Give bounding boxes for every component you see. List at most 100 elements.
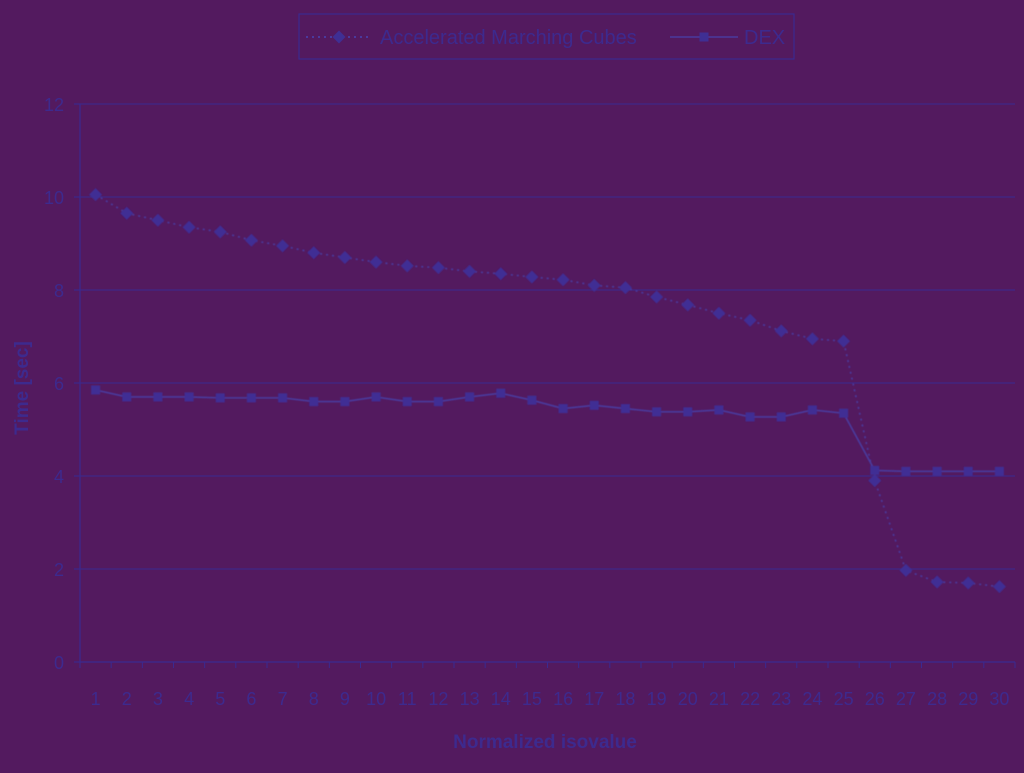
x-axis-title: Normalized isovalue <box>453 732 637 753</box>
data-point-diamond <box>369 255 383 269</box>
x-tick-label: 3 <box>153 689 163 709</box>
data-point-square <box>683 407 693 417</box>
data-point-diamond <box>89 188 103 202</box>
x-tick-label: 18 <box>615 689 635 709</box>
data-point-diamond <box>525 270 539 284</box>
y-tick-label: 8 <box>54 281 64 301</box>
x-tick-label: 27 <box>896 689 916 709</box>
data-point-diamond <box>681 298 695 312</box>
data-point-square <box>589 400 599 410</box>
x-tick-label: 13 <box>460 689 480 709</box>
data-point-square <box>371 392 381 402</box>
data-point-diamond <box>992 580 1006 594</box>
x-tick-label: 26 <box>865 689 885 709</box>
x-tick-label: 15 <box>522 689 542 709</box>
data-point-diamond <box>961 576 975 590</box>
data-point-diamond <box>151 213 165 227</box>
x-tick-label: 22 <box>740 689 760 709</box>
data-point-square <box>340 397 350 407</box>
data-point-square <box>433 397 443 407</box>
data-point-diamond <box>338 250 352 264</box>
data-point-square <box>309 397 319 407</box>
data-point-square <box>91 385 101 395</box>
data-point-diamond <box>868 474 882 488</box>
x-tick-label: 4 <box>184 689 194 709</box>
data-point-square <box>870 465 880 475</box>
data-point-square <box>994 466 1004 476</box>
data-point-square <box>246 393 256 403</box>
x-tick-label: 9 <box>340 689 350 709</box>
data-point-square <box>278 393 288 403</box>
data-point-square <box>558 404 568 414</box>
data-point-diamond <box>463 264 477 278</box>
x-tick-label: 10 <box>366 689 386 709</box>
data-point-square <box>839 408 849 418</box>
legend-box <box>298 13 795 60</box>
data-point-diamond <box>182 220 196 234</box>
data-point-square <box>745 412 755 422</box>
x-tick-label: 12 <box>428 689 448 709</box>
data-point-square <box>714 405 724 415</box>
x-tick-label: 8 <box>309 689 319 709</box>
data-point-diamond <box>213 225 227 239</box>
data-point-square <box>932 466 942 476</box>
y-axis-title: Time [sec] <box>12 341 33 435</box>
x-tick-label: 30 <box>989 689 1009 709</box>
x-tick-label: 2 <box>122 689 132 709</box>
series-layer <box>89 188 1006 594</box>
data-point-square <box>153 392 163 402</box>
x-tick-label: 20 <box>678 689 698 709</box>
data-point-diamond <box>837 334 851 348</box>
data-point-square <box>496 388 506 398</box>
data-point-square <box>465 392 475 402</box>
data-point-diamond <box>930 575 944 589</box>
data-point-square <box>901 466 911 476</box>
data-point-diamond <box>431 261 445 275</box>
x-tick-label: 21 <box>709 689 729 709</box>
data-point-diamond <box>244 233 258 247</box>
y-tick-label: 0 <box>54 653 64 673</box>
legend-marker-square <box>699 32 709 42</box>
legend-marker-diamond <box>332 30 346 44</box>
data-point-square <box>402 397 412 407</box>
x-tick-label: 29 <box>958 689 978 709</box>
x-tick-label: 25 <box>834 689 854 709</box>
x-tick-label: 1 <box>91 689 101 709</box>
data-point-diamond <box>400 259 414 273</box>
x-tick-label: 28 <box>927 689 947 709</box>
series-line-accelerated-marching-cubes <box>95 193 1000 588</box>
x-tick-label: 16 <box>553 689 573 709</box>
data-point-square <box>776 412 786 422</box>
x-tick-label: 17 <box>584 689 604 709</box>
y-tick-label: 2 <box>54 560 64 580</box>
legend-label-accelerated-marching-cubes: Accelerated Marching Cubes <box>380 27 637 49</box>
data-point-square <box>215 393 225 403</box>
data-point-diamond <box>120 206 134 220</box>
x-tick-label: 7 <box>278 689 288 709</box>
x-tick-label: 24 <box>802 689 822 709</box>
data-point-diamond <box>774 324 788 338</box>
data-point-diamond <box>587 278 601 292</box>
data-point-diamond <box>650 290 664 304</box>
data-point-diamond <box>494 267 508 281</box>
data-point-diamond <box>618 281 632 295</box>
data-point-diamond <box>307 246 321 260</box>
x-tick-label: 11 <box>398 689 417 709</box>
data-point-square <box>963 466 973 476</box>
data-point-square <box>620 404 630 414</box>
y-tick-label: 12 <box>44 95 64 115</box>
data-point-diamond <box>743 313 757 327</box>
legend-label-dex: DEX <box>744 27 785 49</box>
data-point-square <box>184 392 194 402</box>
y-tick-label: 10 <box>44 188 64 208</box>
x-tick-label: 5 <box>215 689 225 709</box>
y-tick-label: 6 <box>54 374 64 394</box>
x-tick-label: 19 <box>647 689 667 709</box>
data-point-square <box>807 405 817 415</box>
x-tick-label: 14 <box>491 689 511 709</box>
x-tick-label: 6 <box>246 689 256 709</box>
data-point-square <box>122 392 132 402</box>
